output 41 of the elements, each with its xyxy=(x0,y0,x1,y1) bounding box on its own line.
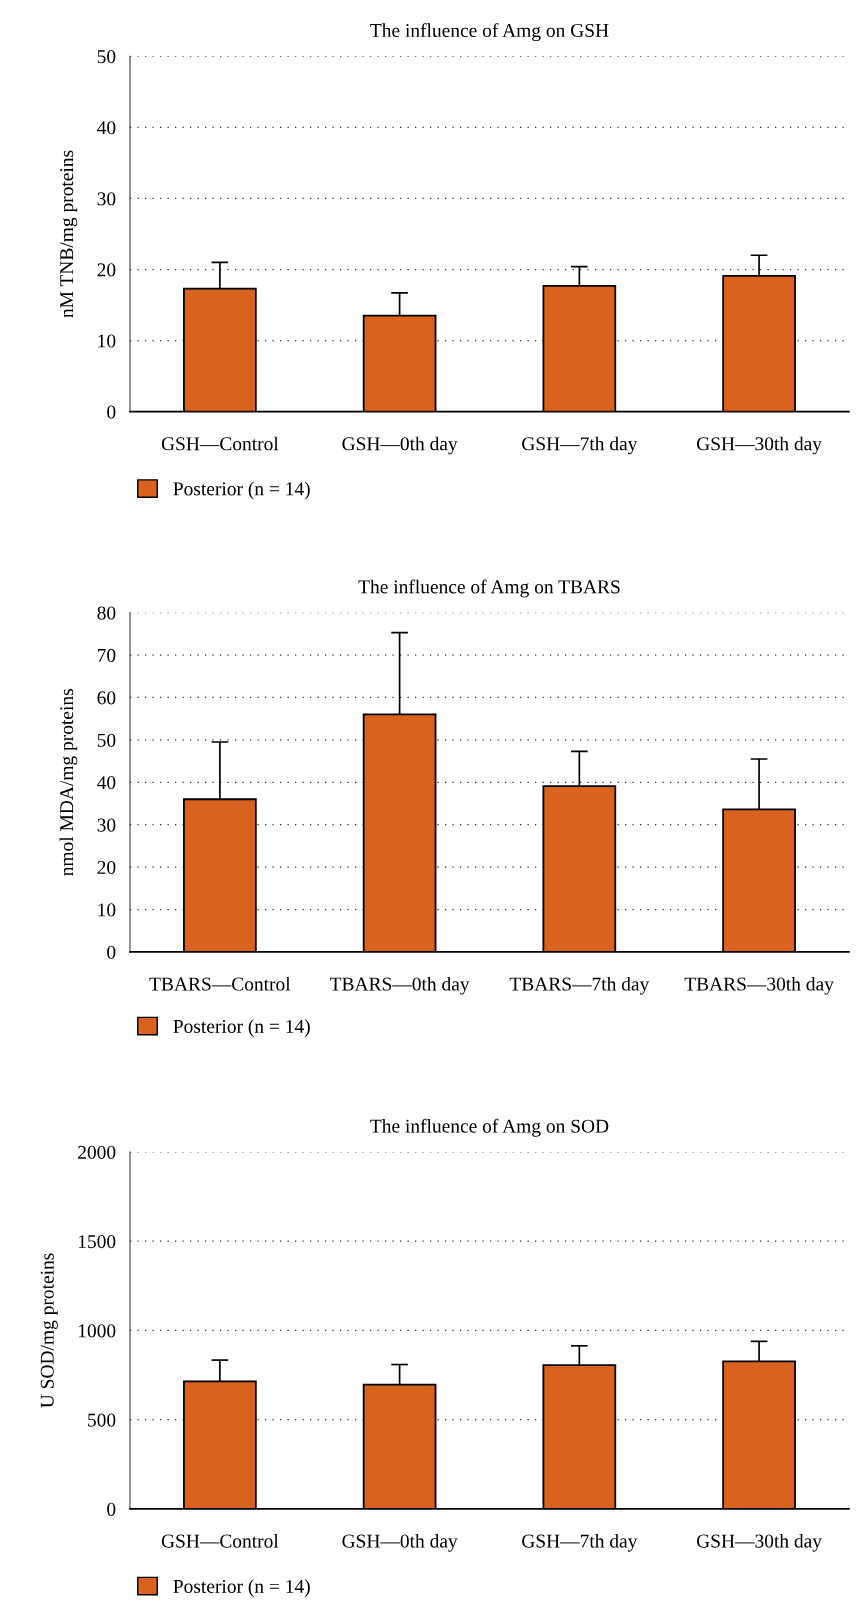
chart-title: The influence of Amg on SOD xyxy=(370,1118,609,1137)
y-tick-label: 30 xyxy=(97,192,116,206)
x-tick-label: GSH—7th day xyxy=(522,436,638,455)
y-tick-label: 0 xyxy=(107,405,116,419)
y-tick-label: 40 xyxy=(97,121,116,135)
y-tick-label: 60 xyxy=(97,691,116,705)
y-tick-label: 10 xyxy=(98,334,116,348)
y-tick-label: 70 xyxy=(97,648,116,662)
x-tick-label: TBARS—Control xyxy=(149,976,291,991)
y-tick-label: 1000 xyxy=(78,1324,116,1338)
x-tick-label: GSH—0th day xyxy=(342,436,458,455)
x-tick-label: GSH—0th day xyxy=(342,1533,458,1552)
y-tick-label: 80 xyxy=(97,606,116,620)
y-tick-label: 50 xyxy=(97,50,116,64)
y-tick-label: 10 xyxy=(98,903,116,917)
y-axis-title: nM TNB/mg proteins xyxy=(60,150,78,318)
legend-label: Posterior (n = 14) xyxy=(173,1579,310,1597)
y-tick-label: 0 xyxy=(107,945,116,959)
y-tick-label: 500 xyxy=(88,1413,116,1427)
y-tick-label: 2000 xyxy=(78,1145,116,1159)
y-tick-label: 20 xyxy=(97,860,116,875)
x-tick-label: GSH—Control xyxy=(161,436,279,451)
x-tick-label: TBARS—7th day xyxy=(509,976,650,995)
x-tick-label: GSH—7th day xyxy=(522,1533,638,1552)
x-tick-label: TBARS—0th day xyxy=(330,976,470,995)
legend-label: Posterior (n = 14) xyxy=(173,481,310,500)
x-tick-label: GSH—30th day xyxy=(696,436,822,455)
legend-label: Posterior (n = 14) xyxy=(173,1019,310,1037)
x-tick-label: TBARS—30th day xyxy=(684,976,834,995)
y-axis-title: U SOD/mg proteins xyxy=(40,1253,58,1408)
y-tick-label: 0 xyxy=(107,1502,116,1516)
x-tick-label: GSH—Control xyxy=(161,1533,279,1548)
y-tick-label: 40 xyxy=(97,776,116,790)
chart-title: The influence of Amg on GSH xyxy=(370,23,609,42)
chart-title: The influence of Amg on TBARS xyxy=(358,579,620,598)
y-tick-label: 50 xyxy=(97,733,116,747)
y-tick-label: 1500 xyxy=(78,1235,116,1249)
y-axis-title: nmol MDA/mg proteins xyxy=(59,689,78,876)
y-tick-label: 20 xyxy=(97,263,116,277)
y-tick-label: 30 xyxy=(97,818,116,832)
x-tick-label: GSH—30th day xyxy=(696,1533,822,1552)
